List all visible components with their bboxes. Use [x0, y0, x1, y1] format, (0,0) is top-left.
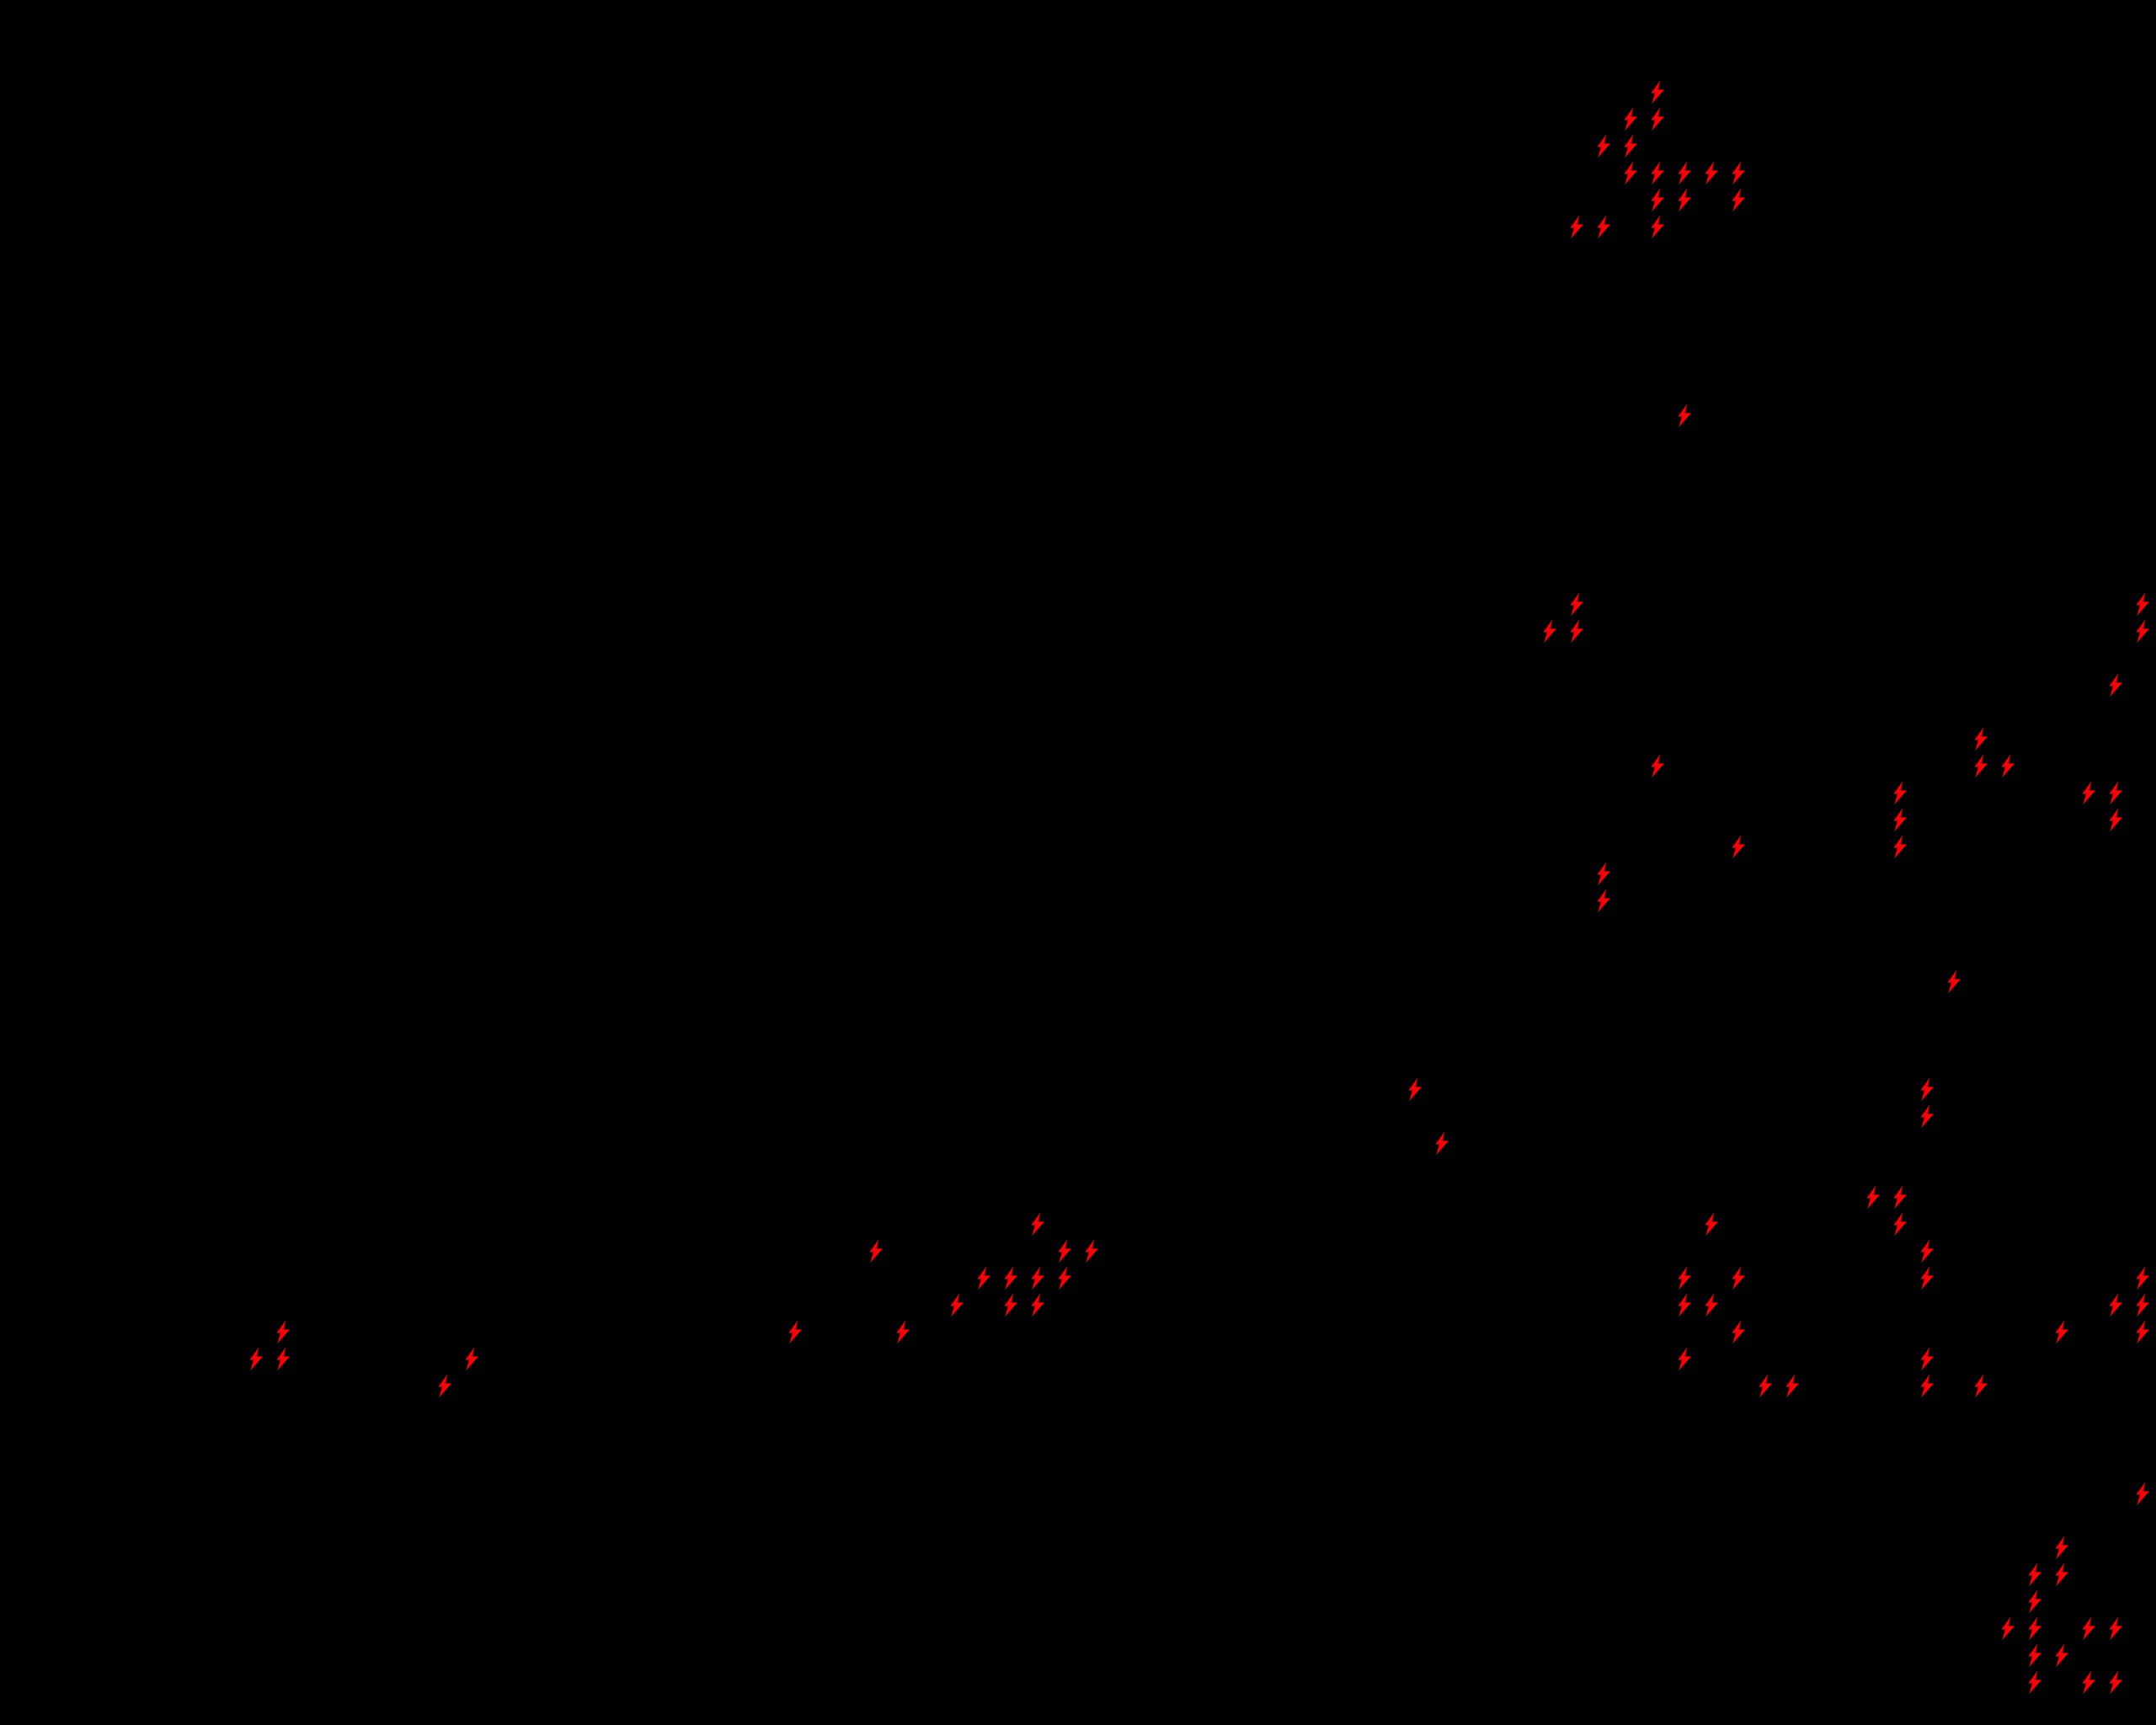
lightning-bolt-icon	[1892, 835, 1908, 858]
lightning-bolt-icon	[2108, 1670, 2123, 1694]
lightning-bolt-icon	[1084, 1239, 1099, 1263]
lightning-bolt-icon	[1057, 1266, 1072, 1290]
lightning-bolt-icon	[1650, 80, 1665, 104]
lightning-bolt-icon	[1973, 727, 1988, 750]
lightning-bolt-icon	[1919, 1374, 1935, 1397]
lightning-bolt-icon	[2054, 1643, 2069, 1667]
lightning-bolt-icon	[2135, 1482, 2150, 1505]
lightning-bolt-icon	[2000, 754, 2015, 777]
lightning-bolt-icon	[1704, 161, 1719, 184]
lightning-bolt-icon	[1919, 1266, 1935, 1290]
lightning-bolt-icon	[1407, 1077, 1422, 1101]
lightning-bolt-icon	[868, 1239, 883, 1263]
lightning-bolt-icon	[1650, 215, 1665, 238]
lightning-bolt-icon	[1596, 862, 1611, 885]
lightning-bolt-icon	[1542, 619, 1557, 643]
lightning-bolt-icon	[1003, 1266, 1018, 1290]
lightning-bolt-icon	[464, 1347, 479, 1370]
lightning-bolt-icon	[1919, 1104, 1935, 1128]
lightning-bolt-icon	[1623, 161, 1638, 184]
lightning-bolt-icon	[1677, 188, 1692, 211]
lightning-bolt-icon	[1569, 619, 1584, 643]
lightning-bolt-icon	[1892, 1185, 1908, 1209]
lightning-bolt-icon	[1623, 134, 1638, 158]
lightning-bolt-icon	[1569, 592, 1584, 616]
lightning-bolt-icon	[1650, 107, 1665, 131]
lightning-bolt-icon	[895, 1320, 910, 1343]
lightning-bolt-icon	[1030, 1266, 1045, 1290]
lightning-bolt-icon	[1731, 835, 1746, 858]
lightning-bolt-icon	[1892, 781, 1908, 804]
lightning-bolt-icon	[1623, 107, 1638, 131]
lightning-bolt-icon	[2027, 1643, 2042, 1667]
lightning-bolt-icon	[2135, 592, 2150, 616]
lightning-bolt-icon	[1731, 1266, 1746, 1290]
lightning-bolt-icon	[2135, 1320, 2150, 1343]
lightning-bolt-icon	[2027, 1562, 2042, 1586]
lightning-bolt-icon	[1865, 1185, 1881, 1209]
lightning-bolt-icon	[1650, 188, 1665, 211]
lightning-bolt-icon	[275, 1320, 291, 1343]
lightning-bolt-icon	[2027, 1589, 2042, 1613]
lightning-bolt-icon	[2081, 1616, 2096, 1640]
lightning-bolt-icon	[1596, 215, 1611, 238]
lightning-bolt-icon	[2027, 1616, 2042, 1640]
lightning-bolt-icon	[1030, 1212, 1045, 1236]
lightning-bolt-icon	[2108, 1293, 2123, 1316]
lightning-bolt-icon	[1434, 1131, 1449, 1155]
lightning-bolt-icon	[1677, 1266, 1692, 1290]
lightning-bolt-icon	[1892, 1212, 1908, 1236]
lightning-bolt-icon	[2054, 1320, 2069, 1343]
lightning-bolt-icon	[2054, 1535, 2069, 1559]
lightning-bolt-icon	[1919, 1239, 1935, 1263]
lightning-bolt-icon	[949, 1293, 964, 1316]
lightning-bolt-icon	[2081, 781, 2096, 804]
lightning-bolt-icon	[1973, 1374, 1988, 1397]
lightning-bolt-icon	[1758, 1374, 1773, 1397]
lightning-bolt-icon	[1892, 808, 1908, 831]
lightning-bolt-icon	[2108, 673, 2123, 697]
lightning-bolt-icon	[1731, 188, 1746, 211]
lightning-bolt-icon	[1596, 889, 1611, 912]
lightning-bolt-icon	[2054, 1562, 2069, 1586]
lightning-bolt-icon	[1677, 1293, 1692, 1316]
lightning-bolt-icon	[2108, 1616, 2123, 1640]
lightning-bolt-icon	[1731, 161, 1746, 184]
lightning-bolt-icon	[248, 1347, 264, 1370]
lightning-bolt-icon	[1057, 1239, 1072, 1263]
lightning-bolt-icon	[1704, 1293, 1719, 1316]
lightning-bolt-icon	[2108, 781, 2123, 804]
lightning-bolt-icon	[1650, 161, 1665, 184]
lightning-bolt-icon	[2027, 1670, 2042, 1694]
lightning-bolt-icon	[1677, 403, 1692, 427]
lightning-bolt-icon	[1596, 134, 1611, 158]
lightning-bolt-icon	[1030, 1293, 1045, 1316]
lightning-bolt-icon	[1704, 1212, 1719, 1236]
lightning-bolt-icon	[437, 1374, 452, 1397]
lightning-bolt-icon	[2000, 1616, 2015, 1640]
lightning-bolt-icon	[1973, 754, 1988, 777]
lightning-bolt-icon	[1731, 1320, 1746, 1343]
lightning-bolt-icon	[1919, 1077, 1935, 1101]
lightning-bolt-icon	[2135, 1266, 2150, 1290]
lightning-bolt-icon	[2135, 619, 2150, 643]
lightning-bolt-icon	[1003, 1293, 1018, 1316]
lightning-bolt-icon	[787, 1320, 803, 1343]
lightning-bolt-icon	[1785, 1374, 1800, 1397]
lightning-bolt-icon	[1569, 215, 1584, 238]
lightning-bolt-icon	[2081, 1670, 2096, 1694]
lightning-bolt-icon	[1677, 1347, 1692, 1370]
lightning-bolt-icon	[1677, 161, 1692, 184]
lightning-bolt-icon	[275, 1347, 291, 1370]
lightning-bolt-icon	[976, 1266, 991, 1290]
lightning-bolt-icon	[1946, 969, 1961, 993]
lightning-bolt-icon	[1650, 754, 1665, 777]
lightning-bolt-icon	[2108, 808, 2123, 831]
lightning-bolt-icon	[2135, 1293, 2150, 1316]
lightning-bolt-icon	[1919, 1347, 1935, 1370]
